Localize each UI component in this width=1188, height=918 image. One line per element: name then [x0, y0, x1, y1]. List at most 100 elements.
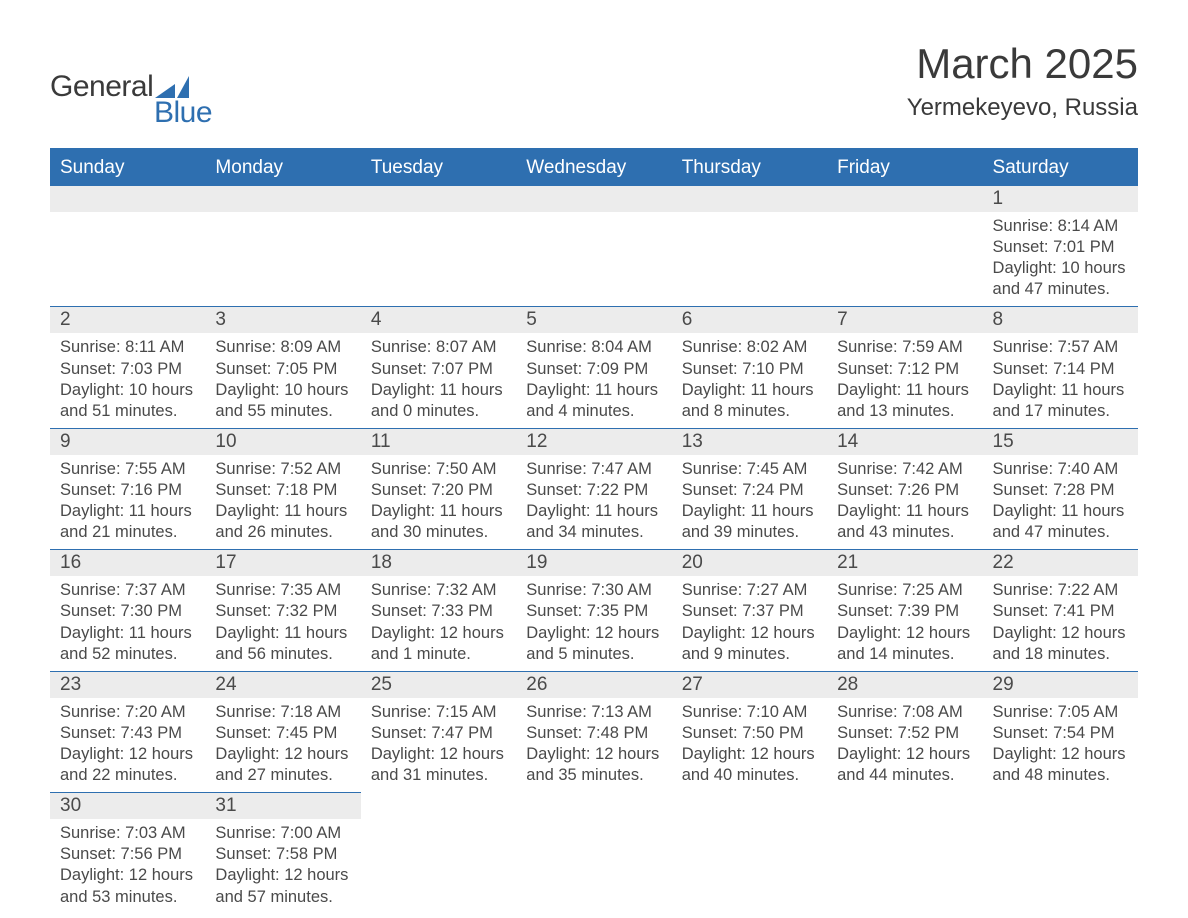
day-number: 24 — [205, 672, 360, 698]
calendar-cell: 18Sunrise: 7:32 AMSunset: 7:33 PMDayligh… — [361, 550, 516, 671]
calendar-cell: 26Sunrise: 7:13 AMSunset: 7:48 PMDayligh… — [516, 671, 671, 792]
day-details: Sunrise: 7:20 AMSunset: 7:43 PMDaylight:… — [50, 698, 205, 792]
calendar-cell: 21Sunrise: 7:25 AMSunset: 7:39 PMDayligh… — [827, 550, 982, 671]
calendar-cell — [50, 186, 205, 307]
calendar-cell: 14Sunrise: 7:42 AMSunset: 7:26 PMDayligh… — [827, 428, 982, 549]
day-number: 1 — [983, 186, 1138, 212]
calendar-cell: 29Sunrise: 7:05 AMSunset: 7:54 PMDayligh… — [983, 671, 1138, 792]
title-block: March 2025 Yermekeyevo, Russia — [907, 40, 1138, 122]
day-details: Sunrise: 7:55 AMSunset: 7:16 PMDaylight:… — [50, 455, 205, 549]
calendar-cell: 3Sunrise: 8:09 AMSunset: 7:05 PMDaylight… — [205, 307, 360, 428]
day-details: Sunrise: 7:52 AMSunset: 7:18 PMDaylight:… — [205, 455, 360, 549]
calendar-cell — [361, 793, 516, 914]
day-number: 26 — [516, 672, 671, 698]
weekday-header: Saturday — [983, 150, 1138, 186]
calendar-row: 2Sunrise: 8:11 AMSunset: 7:03 PMDaylight… — [50, 307, 1138, 428]
calendar-cell: 5Sunrise: 8:04 AMSunset: 7:09 PMDaylight… — [516, 307, 671, 428]
weekday-header: Sunday — [50, 150, 205, 186]
calendar-cell — [205, 186, 360, 307]
calendar-body: 1Sunrise: 8:14 AMSunset: 7:01 PMDaylight… — [50, 186, 1138, 914]
calendar-cell: 27Sunrise: 7:10 AMSunset: 7:50 PMDayligh… — [672, 671, 827, 792]
day-number: 8 — [983, 307, 1138, 333]
day-details: Sunrise: 7:13 AMSunset: 7:48 PMDaylight:… — [516, 698, 671, 792]
day-details: Sunrise: 7:18 AMSunset: 7:45 PMDaylight:… — [205, 698, 360, 792]
day-number: 25 — [361, 672, 516, 698]
day-number: 23 — [50, 672, 205, 698]
calendar-cell: 31Sunrise: 7:00 AMSunset: 7:58 PMDayligh… — [205, 793, 360, 914]
header: General Blue March 2025 Yermekeyevo, Rus… — [50, 40, 1138, 130]
calendar-row: 1Sunrise: 8:14 AMSunset: 7:01 PMDaylight… — [50, 186, 1138, 307]
calendar-cell: 11Sunrise: 7:50 AMSunset: 7:20 PMDayligh… — [361, 428, 516, 549]
calendar-row: 9Sunrise: 7:55 AMSunset: 7:16 PMDaylight… — [50, 428, 1138, 549]
day-details: Sunrise: 7:40 AMSunset: 7:28 PMDaylight:… — [983, 455, 1138, 549]
calendar-cell: 19Sunrise: 7:30 AMSunset: 7:35 PMDayligh… — [516, 550, 671, 671]
day-number: 15 — [983, 429, 1138, 455]
month-title: March 2025 — [907, 40, 1138, 88]
calendar-cell: 4Sunrise: 8:07 AMSunset: 7:07 PMDaylight… — [361, 307, 516, 428]
calendar-cell — [827, 186, 982, 307]
day-number: 11 — [361, 429, 516, 455]
day-number: 14 — [827, 429, 982, 455]
calendar-cell: 24Sunrise: 7:18 AMSunset: 7:45 PMDayligh… — [205, 671, 360, 792]
day-details: Sunrise: 7:30 AMSunset: 7:35 PMDaylight:… — [516, 576, 671, 670]
day-number: 22 — [983, 550, 1138, 576]
day-details: Sunrise: 7:25 AMSunset: 7:39 PMDaylight:… — [827, 576, 982, 670]
calendar-row: 16Sunrise: 7:37 AMSunset: 7:30 PMDayligh… — [50, 550, 1138, 671]
day-details: Sunrise: 7:22 AMSunset: 7:41 PMDaylight:… — [983, 576, 1138, 670]
calendar-cell: 28Sunrise: 7:08 AMSunset: 7:52 PMDayligh… — [827, 671, 982, 792]
day-details: Sunrise: 8:14 AMSunset: 7:01 PMDaylight:… — [983, 212, 1138, 306]
day-details: Sunrise: 8:09 AMSunset: 7:05 PMDaylight:… — [205, 333, 360, 427]
calendar-cell: 7Sunrise: 7:59 AMSunset: 7:12 PMDaylight… — [827, 307, 982, 428]
weekday-header: Friday — [827, 150, 982, 186]
calendar-cell: 13Sunrise: 7:45 AMSunset: 7:24 PMDayligh… — [672, 428, 827, 549]
day-details: Sunrise: 7:37 AMSunset: 7:30 PMDaylight:… — [50, 576, 205, 670]
calendar-cell: 17Sunrise: 7:35 AMSunset: 7:32 PMDayligh… — [205, 550, 360, 671]
calendar-cell: 25Sunrise: 7:15 AMSunset: 7:47 PMDayligh… — [361, 671, 516, 792]
day-number: 13 — [672, 429, 827, 455]
calendar-cell: 30Sunrise: 7:03 AMSunset: 7:56 PMDayligh… — [50, 793, 205, 914]
calendar-cell: 10Sunrise: 7:52 AMSunset: 7:18 PMDayligh… — [205, 428, 360, 549]
weekday-header: Monday — [205, 150, 360, 186]
calendar-head: SundayMondayTuesdayWednesdayThursdayFrid… — [50, 150, 1138, 186]
calendar-cell — [672, 186, 827, 307]
calendar-cell — [516, 186, 671, 307]
day-details: Sunrise: 8:04 AMSunset: 7:09 PMDaylight:… — [516, 333, 671, 427]
day-number: 21 — [827, 550, 982, 576]
day-number: 17 — [205, 550, 360, 576]
location: Yermekeyevo, Russia — [907, 94, 1138, 122]
day-number: 9 — [50, 429, 205, 455]
calendar-cell — [983, 793, 1138, 914]
day-number: 10 — [205, 429, 360, 455]
calendar-cell: 9Sunrise: 7:55 AMSunset: 7:16 PMDaylight… — [50, 428, 205, 549]
day-details: Sunrise: 8:07 AMSunset: 7:07 PMDaylight:… — [361, 333, 516, 427]
logo-text-blue: Blue — [154, 96, 212, 130]
day-details: Sunrise: 7:08 AMSunset: 7:52 PMDaylight:… — [827, 698, 982, 792]
day-number: 29 — [983, 672, 1138, 698]
day-details: Sunrise: 7:10 AMSunset: 7:50 PMDaylight:… — [672, 698, 827, 792]
day-number: 20 — [672, 550, 827, 576]
calendar-cell: 6Sunrise: 8:02 AMSunset: 7:10 PMDaylight… — [672, 307, 827, 428]
calendar-cell — [516, 793, 671, 914]
day-details: Sunrise: 7:00 AMSunset: 7:58 PMDaylight:… — [205, 819, 360, 913]
day-details: Sunrise: 7:47 AMSunset: 7:22 PMDaylight:… — [516, 455, 671, 549]
day-details: Sunrise: 7:03 AMSunset: 7:56 PMDaylight:… — [50, 819, 205, 913]
calendar-cell: 22Sunrise: 7:22 AMSunset: 7:41 PMDayligh… — [983, 550, 1138, 671]
day-number: 2 — [50, 307, 205, 333]
day-details: Sunrise: 7:45 AMSunset: 7:24 PMDaylight:… — [672, 455, 827, 549]
calendar-cell: 2Sunrise: 8:11 AMSunset: 7:03 PMDaylight… — [50, 307, 205, 428]
day-number: 31 — [205, 793, 360, 819]
day-details: Sunrise: 7:32 AMSunset: 7:33 PMDaylight:… — [361, 576, 516, 670]
calendar-table: SundayMondayTuesdayWednesdayThursdayFrid… — [50, 148, 1138, 914]
calendar-cell: 23Sunrise: 7:20 AMSunset: 7:43 PMDayligh… — [50, 671, 205, 792]
day-details: Sunrise: 7:59 AMSunset: 7:12 PMDaylight:… — [827, 333, 982, 427]
weekday-header: Wednesday — [516, 150, 671, 186]
day-number: 27 — [672, 672, 827, 698]
day-details: Sunrise: 7:50 AMSunset: 7:20 PMDaylight:… — [361, 455, 516, 549]
logo-shape-icon — [155, 76, 189, 98]
calendar-row: 30Sunrise: 7:03 AMSunset: 7:56 PMDayligh… — [50, 793, 1138, 914]
weekday-header: Thursday — [672, 150, 827, 186]
day-number: 18 — [361, 550, 516, 576]
logo-text-general: General — [50, 70, 153, 104]
day-details: Sunrise: 7:15 AMSunset: 7:47 PMDaylight:… — [361, 698, 516, 792]
day-details: Sunrise: 8:02 AMSunset: 7:10 PMDaylight:… — [672, 333, 827, 427]
